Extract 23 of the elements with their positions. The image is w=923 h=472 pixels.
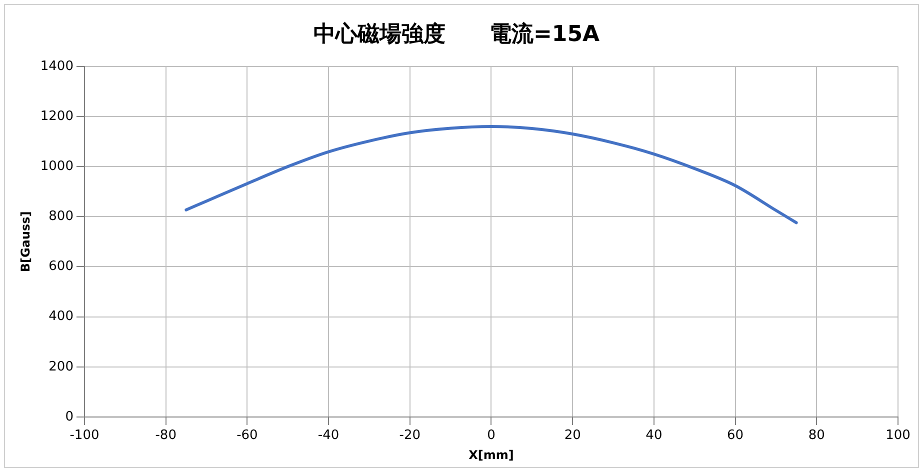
x-tick-label: 80 xyxy=(808,428,825,444)
x-tick-label: -100 xyxy=(70,428,100,444)
x-axis-title: X[mm] xyxy=(468,448,514,462)
y-tick-label: 200 xyxy=(48,359,74,374)
y-tick-label: 800 xyxy=(48,209,74,224)
y-tick-label: 0 xyxy=(65,409,74,424)
x-tick-label: -20 xyxy=(399,428,421,444)
x-tick-label: 60 xyxy=(727,428,744,444)
y-tick-label: 1400 xyxy=(40,58,74,74)
y-axis-title: B[Gauss] xyxy=(18,211,32,272)
y-tick-label: 400 xyxy=(48,309,74,324)
y-tick-label: 1000 xyxy=(40,158,74,174)
y-tick-label: 1200 xyxy=(40,108,74,124)
x-tick-label: -80 xyxy=(155,428,176,444)
y-tick-label: 600 xyxy=(48,259,74,274)
x-tick-label: 100 xyxy=(886,428,910,444)
x-tick-label: -40 xyxy=(318,428,340,444)
x-tick-label: 0 xyxy=(487,428,496,444)
x-tick-label: -60 xyxy=(236,428,258,444)
line-series xyxy=(184,125,798,224)
x-tick-label: 20 xyxy=(564,428,581,444)
chart-title: 中心磁場強度 電流=15A xyxy=(313,20,600,47)
x-tick-label: 40 xyxy=(646,428,662,444)
